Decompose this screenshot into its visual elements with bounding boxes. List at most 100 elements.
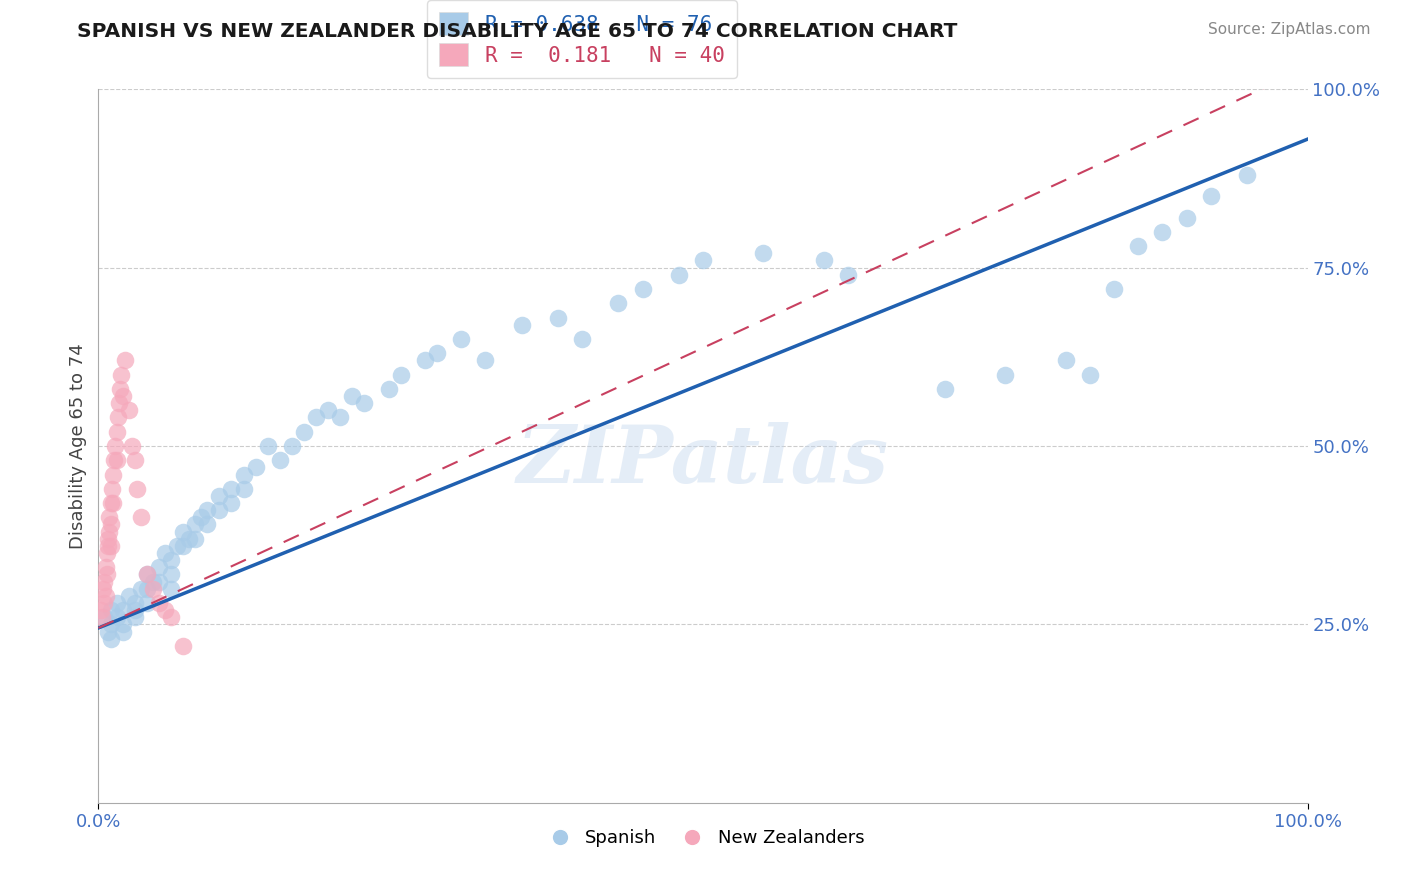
Point bbox=[305, 410, 328, 425]
Point bbox=[450, 332, 472, 346]
Point bbox=[111, 617, 134, 632]
Point bbox=[1128, 239, 1150, 253]
Point bbox=[97, 539, 120, 553]
Point bbox=[256, 439, 278, 453]
Point bbox=[172, 639, 194, 653]
Point bbox=[135, 567, 157, 582]
Point bbox=[105, 453, 128, 467]
Point bbox=[148, 560, 170, 574]
Point bbox=[190, 510, 212, 524]
Point bbox=[97, 532, 120, 546]
Text: ZIPatlas: ZIPatlas bbox=[517, 422, 889, 499]
Point bbox=[353, 396, 375, 410]
Point bbox=[1152, 225, 1174, 239]
Legend: Spanish, New Zealanders: Spanish, New Zealanders bbox=[534, 822, 872, 855]
Point bbox=[124, 610, 146, 624]
Point bbox=[101, 467, 124, 482]
Point bbox=[510, 318, 533, 332]
Point bbox=[389, 368, 412, 382]
Point bbox=[474, 353, 496, 368]
Point bbox=[105, 425, 128, 439]
Point bbox=[160, 567, 183, 582]
Point bbox=[148, 574, 170, 589]
Point bbox=[1054, 353, 1077, 368]
Point bbox=[1102, 282, 1125, 296]
Point bbox=[135, 596, 157, 610]
Point bbox=[129, 510, 152, 524]
Point bbox=[108, 396, 131, 410]
Point bbox=[100, 603, 122, 617]
Point bbox=[93, 574, 115, 589]
Point bbox=[221, 496, 243, 510]
Point bbox=[142, 574, 165, 589]
Point bbox=[108, 382, 131, 396]
Point bbox=[94, 560, 117, 574]
Point bbox=[100, 482, 122, 496]
Point bbox=[153, 546, 176, 560]
Point bbox=[547, 310, 569, 325]
Point bbox=[96, 546, 118, 560]
Point bbox=[1175, 211, 1198, 225]
Point bbox=[184, 517, 207, 532]
Point bbox=[90, 603, 112, 617]
Point bbox=[195, 503, 218, 517]
Point bbox=[114, 353, 136, 368]
Point bbox=[111, 603, 134, 617]
Point bbox=[179, 532, 201, 546]
Point bbox=[124, 453, 146, 467]
Point bbox=[98, 510, 121, 524]
Point bbox=[837, 268, 859, 282]
Point bbox=[127, 482, 149, 496]
Point bbox=[105, 596, 128, 610]
Point bbox=[172, 539, 194, 553]
Point bbox=[142, 582, 165, 596]
Point bbox=[160, 610, 183, 624]
Point bbox=[103, 453, 125, 467]
Text: SPANISH VS NEW ZEALANDER DISABILITY AGE 65 TO 74 CORRELATION CHART: SPANISH VS NEW ZEALANDER DISABILITY AGE … bbox=[77, 22, 957, 41]
Point bbox=[413, 353, 436, 368]
Point bbox=[110, 368, 132, 382]
Point bbox=[221, 482, 243, 496]
Point bbox=[97, 624, 120, 639]
Point bbox=[124, 596, 146, 610]
Point bbox=[153, 603, 176, 617]
Point bbox=[1078, 368, 1101, 382]
Point bbox=[232, 467, 254, 482]
Y-axis label: Disability Age 65 to 74: Disability Age 65 to 74 bbox=[69, 343, 87, 549]
Point bbox=[631, 282, 654, 296]
Point bbox=[118, 403, 141, 417]
Point bbox=[208, 503, 231, 517]
Point bbox=[232, 482, 254, 496]
Point bbox=[269, 453, 291, 467]
Point bbox=[100, 632, 122, 646]
Point bbox=[692, 253, 714, 268]
Point bbox=[104, 439, 127, 453]
Point bbox=[377, 382, 399, 396]
Point bbox=[111, 624, 134, 639]
Point bbox=[96, 567, 118, 582]
Point bbox=[107, 410, 129, 425]
Point bbox=[94, 589, 117, 603]
Point bbox=[100, 617, 122, 632]
Point bbox=[91, 610, 114, 624]
Point bbox=[571, 332, 593, 346]
Point bbox=[100, 517, 122, 532]
Point bbox=[184, 532, 207, 546]
Point bbox=[607, 296, 630, 310]
Point bbox=[1236, 168, 1258, 182]
Point bbox=[124, 603, 146, 617]
Point bbox=[329, 410, 352, 425]
Point bbox=[135, 582, 157, 596]
Point bbox=[195, 517, 218, 532]
Point bbox=[342, 389, 364, 403]
Point bbox=[118, 589, 141, 603]
Point bbox=[316, 403, 339, 417]
Point bbox=[994, 368, 1017, 382]
Point bbox=[93, 596, 115, 610]
Text: Source: ZipAtlas.com: Source: ZipAtlas.com bbox=[1208, 22, 1371, 37]
Point bbox=[135, 567, 157, 582]
Point bbox=[752, 246, 775, 260]
Point bbox=[166, 539, 188, 553]
Point bbox=[813, 253, 835, 268]
Point bbox=[100, 496, 122, 510]
